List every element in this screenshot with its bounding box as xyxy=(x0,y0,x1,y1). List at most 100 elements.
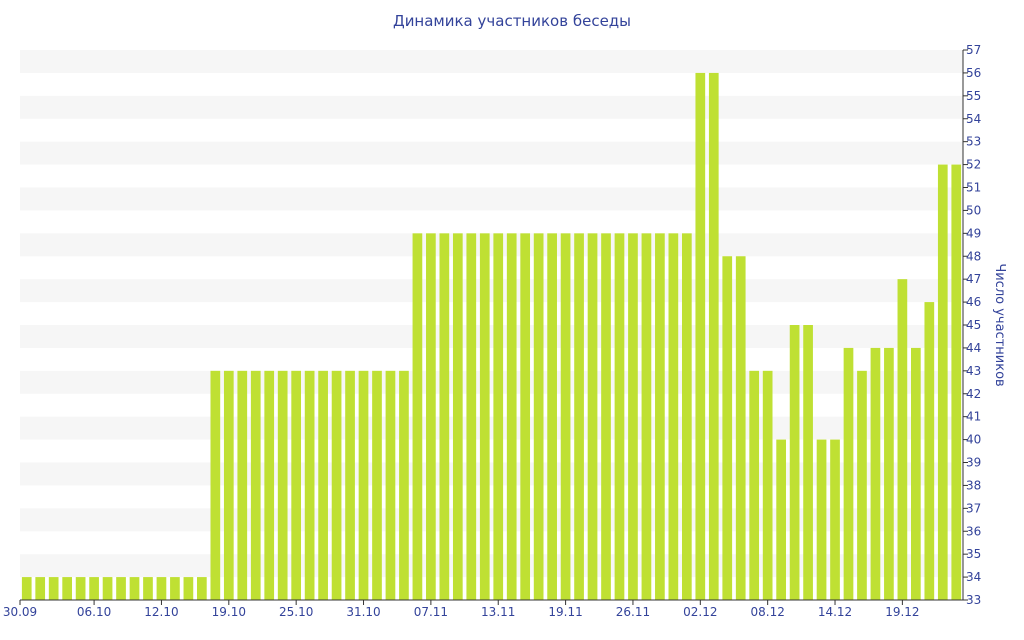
x-axis: 30.09 06.10 12.10 19.10 25.10 31.10 07.11 13.11… xyxy=(3,599,963,619)
bar[interactable] xyxy=(237,370,248,600)
bar[interactable] xyxy=(924,302,935,600)
bar[interactable] xyxy=(264,370,275,600)
bar[interactable] xyxy=(695,72,706,601)
bar[interactable] xyxy=(641,233,652,600)
bar[interactable] xyxy=(533,233,544,600)
grid-band xyxy=(20,370,963,394)
grid-band xyxy=(20,233,963,257)
bar[interactable] xyxy=(722,256,733,600)
x-tick-label: 06.10 xyxy=(77,605,111,619)
bar[interactable] xyxy=(89,577,99,600)
bar[interactable] xyxy=(466,233,477,600)
bar[interactable] xyxy=(708,72,719,601)
bar[interactable] xyxy=(668,233,679,600)
bar[interactable] xyxy=(843,347,854,600)
bar[interactable] xyxy=(197,577,207,600)
bar[interactable] xyxy=(21,577,32,600)
bar[interactable] xyxy=(479,233,490,600)
bar[interactable] xyxy=(816,439,827,600)
bar[interactable] xyxy=(547,233,557,600)
chart-title: Динамика участников беседы xyxy=(392,12,632,30)
bar[interactable] xyxy=(129,577,140,600)
bar[interactable] xyxy=(776,439,786,600)
bar[interactable] xyxy=(493,233,504,600)
bar[interactable] xyxy=(412,233,423,600)
y-tick-label: 48 xyxy=(966,249,981,263)
bar[interactable] xyxy=(560,233,571,600)
bar[interactable] xyxy=(358,370,369,600)
bar[interactable] xyxy=(884,347,894,600)
bar[interactable] xyxy=(655,233,665,600)
grid-band xyxy=(20,95,963,119)
bar[interactable] xyxy=(291,370,302,600)
bar[interactable] xyxy=(749,370,760,600)
x-tick-label: 31.10 xyxy=(346,605,380,619)
y-tick-label: 51 xyxy=(966,181,981,195)
bar[interactable] xyxy=(628,233,638,600)
bar[interactable] xyxy=(870,347,881,600)
bar[interactable] xyxy=(318,370,328,600)
bar[interactable] xyxy=(35,577,46,600)
bar[interactable] xyxy=(48,577,59,600)
bar[interactable] xyxy=(506,233,517,600)
bar[interactable] xyxy=(803,325,813,600)
bar[interactable] xyxy=(830,439,840,600)
bar[interactable] xyxy=(304,370,315,600)
bar[interactable] xyxy=(937,164,948,600)
bar[interactable] xyxy=(75,577,86,600)
y-tick-label: 54 xyxy=(966,112,981,126)
bar[interactable] xyxy=(587,233,598,600)
y-tick-label: 42 xyxy=(966,387,981,401)
bar[interactable] xyxy=(789,325,800,600)
y-axis-label: Число участников xyxy=(992,263,1007,386)
bar[interactable] xyxy=(102,577,113,600)
bar[interactable] xyxy=(250,370,261,600)
bar[interactable] xyxy=(614,233,625,600)
y-tick-label: 33 xyxy=(966,593,981,607)
y-tick-label: 38 xyxy=(966,478,981,492)
bar[interactable] xyxy=(277,370,288,600)
bar[interactable] xyxy=(372,370,382,600)
x-tick-label: 12.10 xyxy=(144,605,178,619)
bar[interactable] xyxy=(156,577,167,600)
bar[interactable] xyxy=(143,577,153,600)
bar[interactable] xyxy=(735,256,746,600)
y-tick-label: 34 xyxy=(966,570,981,584)
grid-band xyxy=(20,279,963,303)
bar[interactable] xyxy=(951,164,962,600)
bar[interactable] xyxy=(170,577,180,600)
bar[interactable] xyxy=(857,370,867,600)
bar[interactable] xyxy=(116,577,126,600)
bar[interactable] xyxy=(681,233,692,600)
bar[interactable] xyxy=(911,347,921,600)
y-tick-label: 50 xyxy=(966,203,981,217)
bar[interactable] xyxy=(452,233,463,600)
x-tick-label: 07.11 xyxy=(414,605,448,619)
bar[interactable] xyxy=(574,233,584,600)
bar[interactable] xyxy=(762,370,773,600)
y-tick-label: 55 xyxy=(966,89,981,103)
bar[interactable] xyxy=(601,233,611,600)
grid-band xyxy=(20,325,963,348)
bar[interactable] xyxy=(331,370,342,600)
bar[interactable] xyxy=(183,577,194,600)
y-tick-label: 35 xyxy=(966,547,981,561)
bar[interactable] xyxy=(210,370,221,600)
bar[interactable] xyxy=(223,370,234,600)
grid-band xyxy=(20,187,963,211)
x-tick-label: 26.11 xyxy=(616,605,650,619)
y-tick-label: 57 xyxy=(966,43,981,57)
x-tick-label: 19.11 xyxy=(548,605,582,619)
bar[interactable] xyxy=(385,370,396,600)
bar[interactable] xyxy=(62,577,72,600)
bar[interactable] xyxy=(426,233,436,600)
bar[interactable] xyxy=(439,233,450,600)
bar[interactable] xyxy=(897,279,908,600)
bar[interactable] xyxy=(345,370,355,600)
bar[interactable] xyxy=(520,233,531,600)
bar[interactable] xyxy=(399,370,409,600)
x-tick-label: 19.12 xyxy=(885,605,919,619)
y-tick-label: 47 xyxy=(966,272,981,286)
